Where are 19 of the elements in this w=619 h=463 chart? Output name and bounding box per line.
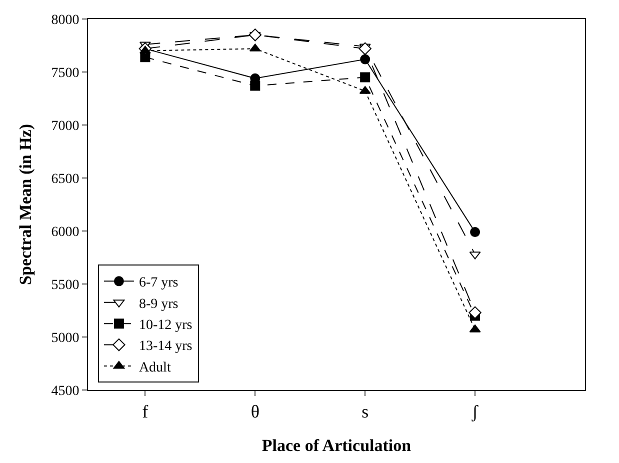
legend-label: 13-14 yrs — [138, 339, 192, 354]
x-tick-label: s — [362, 402, 369, 422]
y-tick-label: 6500 — [51, 172, 80, 187]
legend-label: 8-9 yrs — [138, 296, 178, 312]
x-tick-label: f — [142, 402, 148, 422]
legend-label: 6-7 yrs — [138, 276, 178, 291]
y-tick-label: 8000 — [51, 12, 80, 28]
x-axis-title: Place of Articulation — [262, 436, 412, 455]
y-tick-label: 5000 — [51, 330, 80, 346]
y-tick-label: 4500 — [51, 384, 80, 399]
y-tick-label: 7500 — [51, 66, 80, 81]
x-tick-label: ʃ — [471, 402, 480, 422]
legend-label: Adult — [138, 360, 171, 376]
y-tick-label: 6000 — [51, 224, 80, 240]
x-tick-label: θ — [250, 402, 260, 422]
legend-label: 10-12 yrs — [138, 318, 192, 334]
y-tick-label: 5500 — [51, 278, 80, 293]
y-axis-title: Spectral Mean (in Hz) — [16, 124, 35, 285]
y-tick-label: 7000 — [51, 118, 80, 134]
